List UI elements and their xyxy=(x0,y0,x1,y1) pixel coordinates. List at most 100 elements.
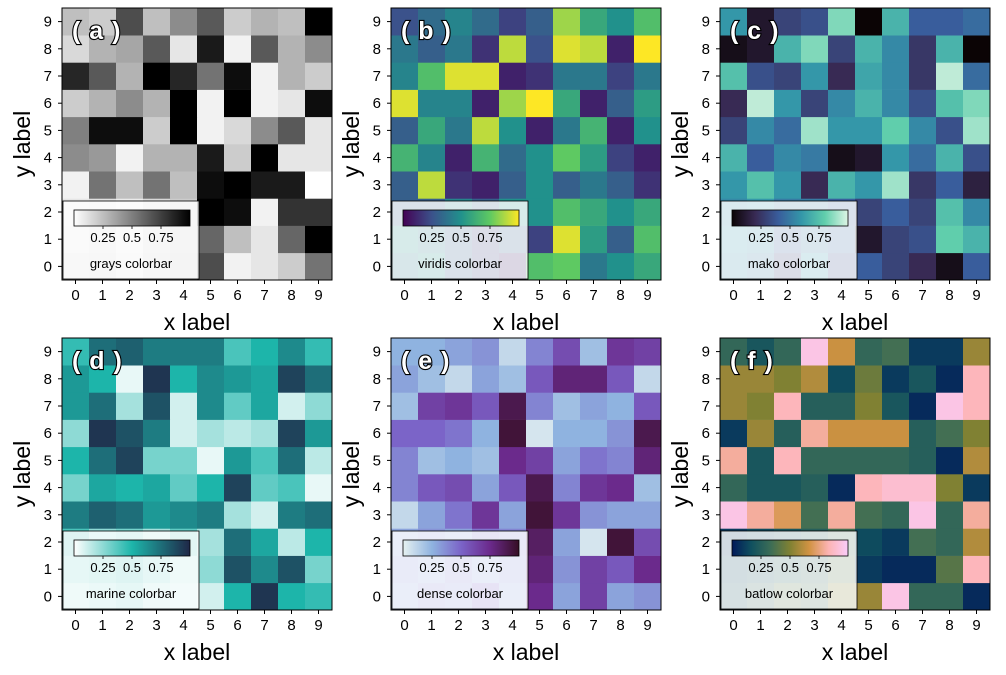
heatmap-cell xyxy=(197,474,225,502)
heatmap-cell xyxy=(607,116,635,145)
heatmap-cell xyxy=(526,392,554,420)
heatmap-cell xyxy=(197,198,225,226)
heatmap-cell xyxy=(963,555,991,584)
heatmap-cell xyxy=(936,392,964,420)
heatmap-cell xyxy=(801,8,829,36)
heatmap-cell xyxy=(720,419,748,448)
y-tick-label: 6 xyxy=(44,95,52,112)
heatmap-cell xyxy=(251,338,279,366)
heatmap-cell xyxy=(607,252,635,281)
colorbar-label: batlow colorbar xyxy=(745,586,834,601)
x-tick-label: 5 xyxy=(206,287,214,304)
heatmap-cell xyxy=(526,35,554,63)
heatmap-cell xyxy=(197,528,225,556)
heatmap-cell xyxy=(963,144,991,172)
heatmap-cell xyxy=(909,474,937,502)
heatmap-cell xyxy=(62,501,90,529)
heatmap-cell xyxy=(445,116,473,145)
y-tick-label: 0 xyxy=(702,258,710,275)
heatmap-cell xyxy=(526,582,554,611)
heatmap-cell xyxy=(580,225,608,254)
heatmap-cell xyxy=(305,8,333,36)
heatmap-cell xyxy=(553,62,581,90)
heatmap-cell xyxy=(305,555,333,584)
x-tick-label: 1 xyxy=(756,617,764,634)
x-tick-label: 3 xyxy=(481,287,489,304)
heatmap-cell xyxy=(197,171,225,199)
heatmap-cell xyxy=(553,501,581,529)
heatmap-cell xyxy=(224,419,252,448)
heatmap-cell xyxy=(197,419,225,448)
heatmap-cell xyxy=(774,89,802,118)
heatmap-panel: ( f ) 0 1 2 3 4 5 6 7 8 9 0 1 2 3 4 5 6 7 8 9 x label y label 0… xyxy=(667,337,991,665)
heatmap-cell xyxy=(278,252,306,281)
heatmap-cell xyxy=(855,555,883,584)
heatmap-cell xyxy=(774,144,802,172)
heatmap-cell xyxy=(936,89,964,118)
heatmap-cell xyxy=(197,446,225,475)
heatmap-cell xyxy=(553,116,581,145)
x-tick-label: 6 xyxy=(562,617,570,634)
heatmap-cell xyxy=(607,555,635,584)
y-tick-label: 8 xyxy=(44,41,52,58)
heatmap-cell xyxy=(882,35,910,63)
heatmap-cell xyxy=(499,89,527,118)
heatmap-cell xyxy=(116,89,144,118)
heatmap-cell xyxy=(801,365,829,393)
heatmap-cell xyxy=(882,555,910,584)
heatmap-cell xyxy=(936,446,964,475)
x-axis-label: x label xyxy=(822,309,888,335)
heatmap-cell xyxy=(278,392,306,420)
y-tick-label: 6 xyxy=(702,425,710,442)
heatmap-cell xyxy=(607,62,635,90)
heatmap-panel: ( c ) 0 1 2 3 4 5 6 7 8 9 0 1 2 3 4 5 6 7 8 9 x label y label 0… xyxy=(667,7,991,335)
heatmap-cell xyxy=(62,116,90,145)
heatmap-cell xyxy=(580,62,608,90)
colorbar-tick-label: 0.5 xyxy=(781,230,799,245)
heatmap-cell xyxy=(418,171,446,199)
panel-label: ( b ) xyxy=(401,17,452,45)
heatmap-cell xyxy=(553,555,581,584)
plot-frame xyxy=(719,7,991,281)
heatmap-cell xyxy=(553,338,581,366)
heatmap-cell xyxy=(936,555,964,584)
heatmap-cell xyxy=(580,35,608,63)
y-tick-label: 0 xyxy=(373,258,381,275)
heatmap-cell xyxy=(909,198,937,226)
heatmap-cell xyxy=(747,171,775,199)
heatmap-cell xyxy=(909,144,937,172)
heatmap-cell xyxy=(224,338,252,366)
heatmap-cell xyxy=(472,501,500,529)
heatmap-cell xyxy=(634,419,662,448)
y-axis-label: y label xyxy=(9,111,35,177)
heatmap-cell xyxy=(774,365,802,393)
colorbar-tick-label: 0.25 xyxy=(419,560,444,575)
heatmap-cell xyxy=(882,501,910,529)
heatmap-cell xyxy=(305,338,333,366)
heatmap-cell xyxy=(499,144,527,172)
heatmap-cell xyxy=(278,419,306,448)
heatmap-cell xyxy=(251,8,279,36)
heatmap-cell xyxy=(62,365,90,393)
heatmap-cell xyxy=(747,338,775,366)
heatmap-cell xyxy=(391,171,419,199)
y-axis-label: y label xyxy=(667,441,693,507)
x-tick-label: 6 xyxy=(891,617,899,634)
heatmap-cell xyxy=(580,144,608,172)
x-tick-label: 8 xyxy=(616,287,624,304)
heatmap-cell xyxy=(526,171,554,199)
x-tick-label: 9 xyxy=(972,287,980,304)
heatmap-cell xyxy=(634,116,662,145)
x-tick-label: 1 xyxy=(98,617,106,634)
heatmap-cell xyxy=(89,116,117,145)
heatmap-cell xyxy=(580,528,608,556)
heatmap-cell xyxy=(909,252,937,281)
heatmap-cell xyxy=(882,8,910,36)
heatmap-cell xyxy=(580,198,608,226)
heatmap-cell xyxy=(855,62,883,90)
heatmap-cell xyxy=(855,582,883,611)
heatmap-cell xyxy=(278,446,306,475)
y-tick-label: 8 xyxy=(702,41,710,58)
heatmap-cell xyxy=(747,501,775,529)
